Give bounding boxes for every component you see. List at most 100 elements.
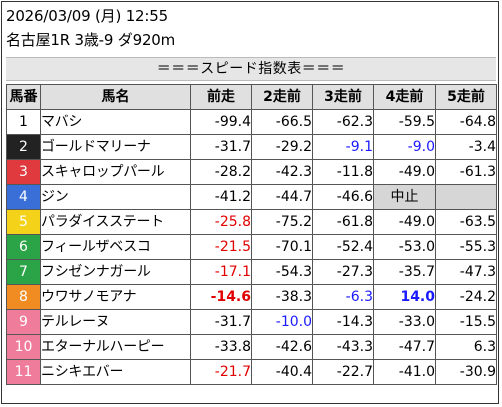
column-header-number: 馬番 xyxy=(6,84,41,110)
horse-name-cell: マバシ xyxy=(40,109,191,135)
speed-index-cell: -42.3 xyxy=(251,159,313,185)
horse-name-cell: テルレーヌ xyxy=(40,309,191,335)
speed-index-cell: -61.3 xyxy=(435,159,497,185)
horse-name-cell: パラダイスステート xyxy=(40,209,191,235)
speed-index-cell: -49.0 xyxy=(373,159,436,185)
speed-index-cell: -31.7 xyxy=(190,134,252,160)
speed-index-cell: -59.5 xyxy=(373,109,436,135)
speed-index-cell: -61.8 xyxy=(312,209,374,235)
speed-index-cell: -44.7 xyxy=(251,184,313,210)
speed-index-cell: -54.3 xyxy=(251,259,313,285)
horse-number-cell: 5 xyxy=(6,209,41,235)
speed-index-cell: -33.0 xyxy=(373,309,436,335)
column-header-3-races-ago: 3走前 xyxy=(312,84,374,110)
speed-index-cell: -75.2 xyxy=(251,209,313,235)
speed-index-cell: -6.3 xyxy=(312,284,374,310)
speed-index-cell: -21.7 xyxy=(190,359,252,385)
table-row: 10 エターナルハーピー -33.8 -42.6 -43.3 -47.7 6.3 xyxy=(6,334,497,360)
horse-number-cell: 6 xyxy=(6,234,41,260)
speed-index-cell: 中止 xyxy=(373,184,436,210)
speed-index-cell: -31.7 xyxy=(190,309,252,335)
speed-index-cell: 6.3 xyxy=(435,334,497,360)
table-row: 2 ゴールドマリーナ -31.7 -29.2 -9.1 -9.0 -3.4 xyxy=(6,134,497,160)
speed-index-cell: -62.3 xyxy=(312,109,374,135)
horse-number-cell: 10 xyxy=(6,334,41,360)
horse-number-cell: 4 xyxy=(6,184,41,210)
horse-number-cell: 7 xyxy=(6,259,41,285)
speed-index-cell xyxy=(435,184,497,210)
table-row: 7 フシゼンナガール -17.1 -54.3 -27.3 -35.7 -47.3 xyxy=(6,259,497,285)
speed-index-cell: -14.3 xyxy=(312,309,374,335)
horse-number-cell: 11 xyxy=(6,359,41,385)
speed-index-cell: -41.0 xyxy=(373,359,436,385)
speed-index-cell: -70.1 xyxy=(251,234,313,260)
table-row: 8 ウワサノモアナ -14.6 -38.3 -6.3 14.0 -24.2 xyxy=(6,284,497,310)
speed-index-cell: -47.3 xyxy=(435,259,497,285)
speed-index-cell: -41.2 xyxy=(190,184,252,210)
speed-index-cell: -10.0 xyxy=(251,309,313,335)
table-row: 3 スキャロップパール -28.2 -42.3 -11.8 -49.0 -61.3 xyxy=(6,159,497,185)
speed-index-cell: -28.2 xyxy=(190,159,252,185)
horse-name-cell: フシゼンナガール xyxy=(40,259,191,285)
speed-index-cell: 14.0 xyxy=(373,284,436,310)
speed-index-cell: -14.6 xyxy=(190,284,252,310)
column-header-5-races-ago: 5走前 xyxy=(435,84,497,110)
horse-name-cell: ゴールドマリーナ xyxy=(40,134,191,160)
speed-index-table: 馬番 馬名 前走 2走前 3走前 4走前 5走前 1 マバシ -99.4 -66.5-… xyxy=(6,84,497,385)
table-row: 9 テルレーヌ -31.7 -10.0 -14.3 -33.0 -15.5 xyxy=(6,309,497,335)
speed-index-cell: -43.3 xyxy=(312,334,374,360)
speed-index-cell: -3.4 xyxy=(435,134,497,160)
speed-index-cell: -21.5 xyxy=(190,234,252,260)
speed-index-cell: -38.3 xyxy=(251,284,313,310)
speed-index-cell: -9.0 xyxy=(373,134,436,160)
speed-index-cell: -33.8 xyxy=(190,334,252,360)
speed-index-cell: -11.8 xyxy=(312,159,374,185)
horse-number-cell: 2 xyxy=(6,134,41,160)
table-row: 5 パラダイスステート -25.8 -75.2 -61.8 -49.0 -63.5 xyxy=(6,209,497,235)
horse-name-cell: エターナルハーピー xyxy=(40,334,191,360)
column-header-horse-name: 馬名 xyxy=(40,84,191,110)
speed-index-cell: -52.4 xyxy=(312,234,374,260)
speed-index-cell: -25.8 xyxy=(190,209,252,235)
speed-index-cell: -22.7 xyxy=(312,359,374,385)
horse-number-cell: 9 xyxy=(6,309,41,335)
speed-index-cell: -53.0 xyxy=(373,234,436,260)
column-header-4-races-ago: 4走前 xyxy=(373,84,436,110)
table-row: 6 フィールザベスコ -21.5 -70.1 -52.4 -53.0 -55.3 xyxy=(6,234,497,260)
speed-index-cell: -55.3 xyxy=(435,234,497,260)
race-info: 名古屋1R 3歳-9 ダ920m xyxy=(6,31,176,49)
table-banner-title: ＝＝＝スピード指数表＝＝＝ xyxy=(6,57,496,81)
horse-name-cell: ニシキエバー xyxy=(40,359,191,385)
column-header-2-races-ago: 2走前 xyxy=(251,84,313,110)
speed-index-cell: -17.1 xyxy=(190,259,252,285)
speed-index-cell: -66.5 xyxy=(251,109,313,135)
table-header-row: 馬番 馬名 前走 2走前 3走前 4走前 5走前 xyxy=(6,84,497,110)
speed-index-cell: -49.0 xyxy=(373,209,436,235)
horse-number-cell: 1 xyxy=(6,109,41,135)
speed-index-cell: -99.4 xyxy=(190,109,252,135)
race-datetime: 2026/03/09 (月) 12:55 xyxy=(6,7,168,25)
speed-index-cell: -9.1 xyxy=(312,134,374,160)
table-row: 1 マバシ -99.4 -66.5 -62.3 -59.5 -64.8 xyxy=(6,109,497,135)
speed-index-cell: -42.6 xyxy=(251,334,313,360)
speed-index-cell: -63.5 xyxy=(435,209,497,235)
table-row: 11 ニシキエバー -21.7 -40.4 -22.7 -41.0 -30.9 xyxy=(6,359,497,385)
speed-index-cell: -35.7 xyxy=(373,259,436,285)
speed-index-cell: -24.2 xyxy=(435,284,497,310)
speed-index-cell: -46.6 xyxy=(312,184,374,210)
speed-index-cell: -47.7 xyxy=(373,334,436,360)
speed-index-cell: -15.5 xyxy=(435,309,497,335)
table-row: 4 ジン -41.2 -44.7 -46.6 中止 xyxy=(6,184,497,210)
horse-name-cell: ジン xyxy=(40,184,191,210)
speed-index-cell: -27.3 xyxy=(312,259,374,285)
speed-index-cell: -29.2 xyxy=(251,134,313,160)
horse-number-cell: 3 xyxy=(6,159,41,185)
speed-index-cell: -30.9 xyxy=(435,359,497,385)
horse-name-cell: フィールザベスコ xyxy=(40,234,191,260)
speed-index-cell: -64.8 xyxy=(435,109,497,135)
horse-number-cell: 8 xyxy=(6,284,41,310)
column-header-last-race: 前走 xyxy=(190,84,252,110)
horse-name-cell: スキャロップパール xyxy=(40,159,191,185)
horse-name-cell: ウワサノモアナ xyxy=(40,284,191,310)
